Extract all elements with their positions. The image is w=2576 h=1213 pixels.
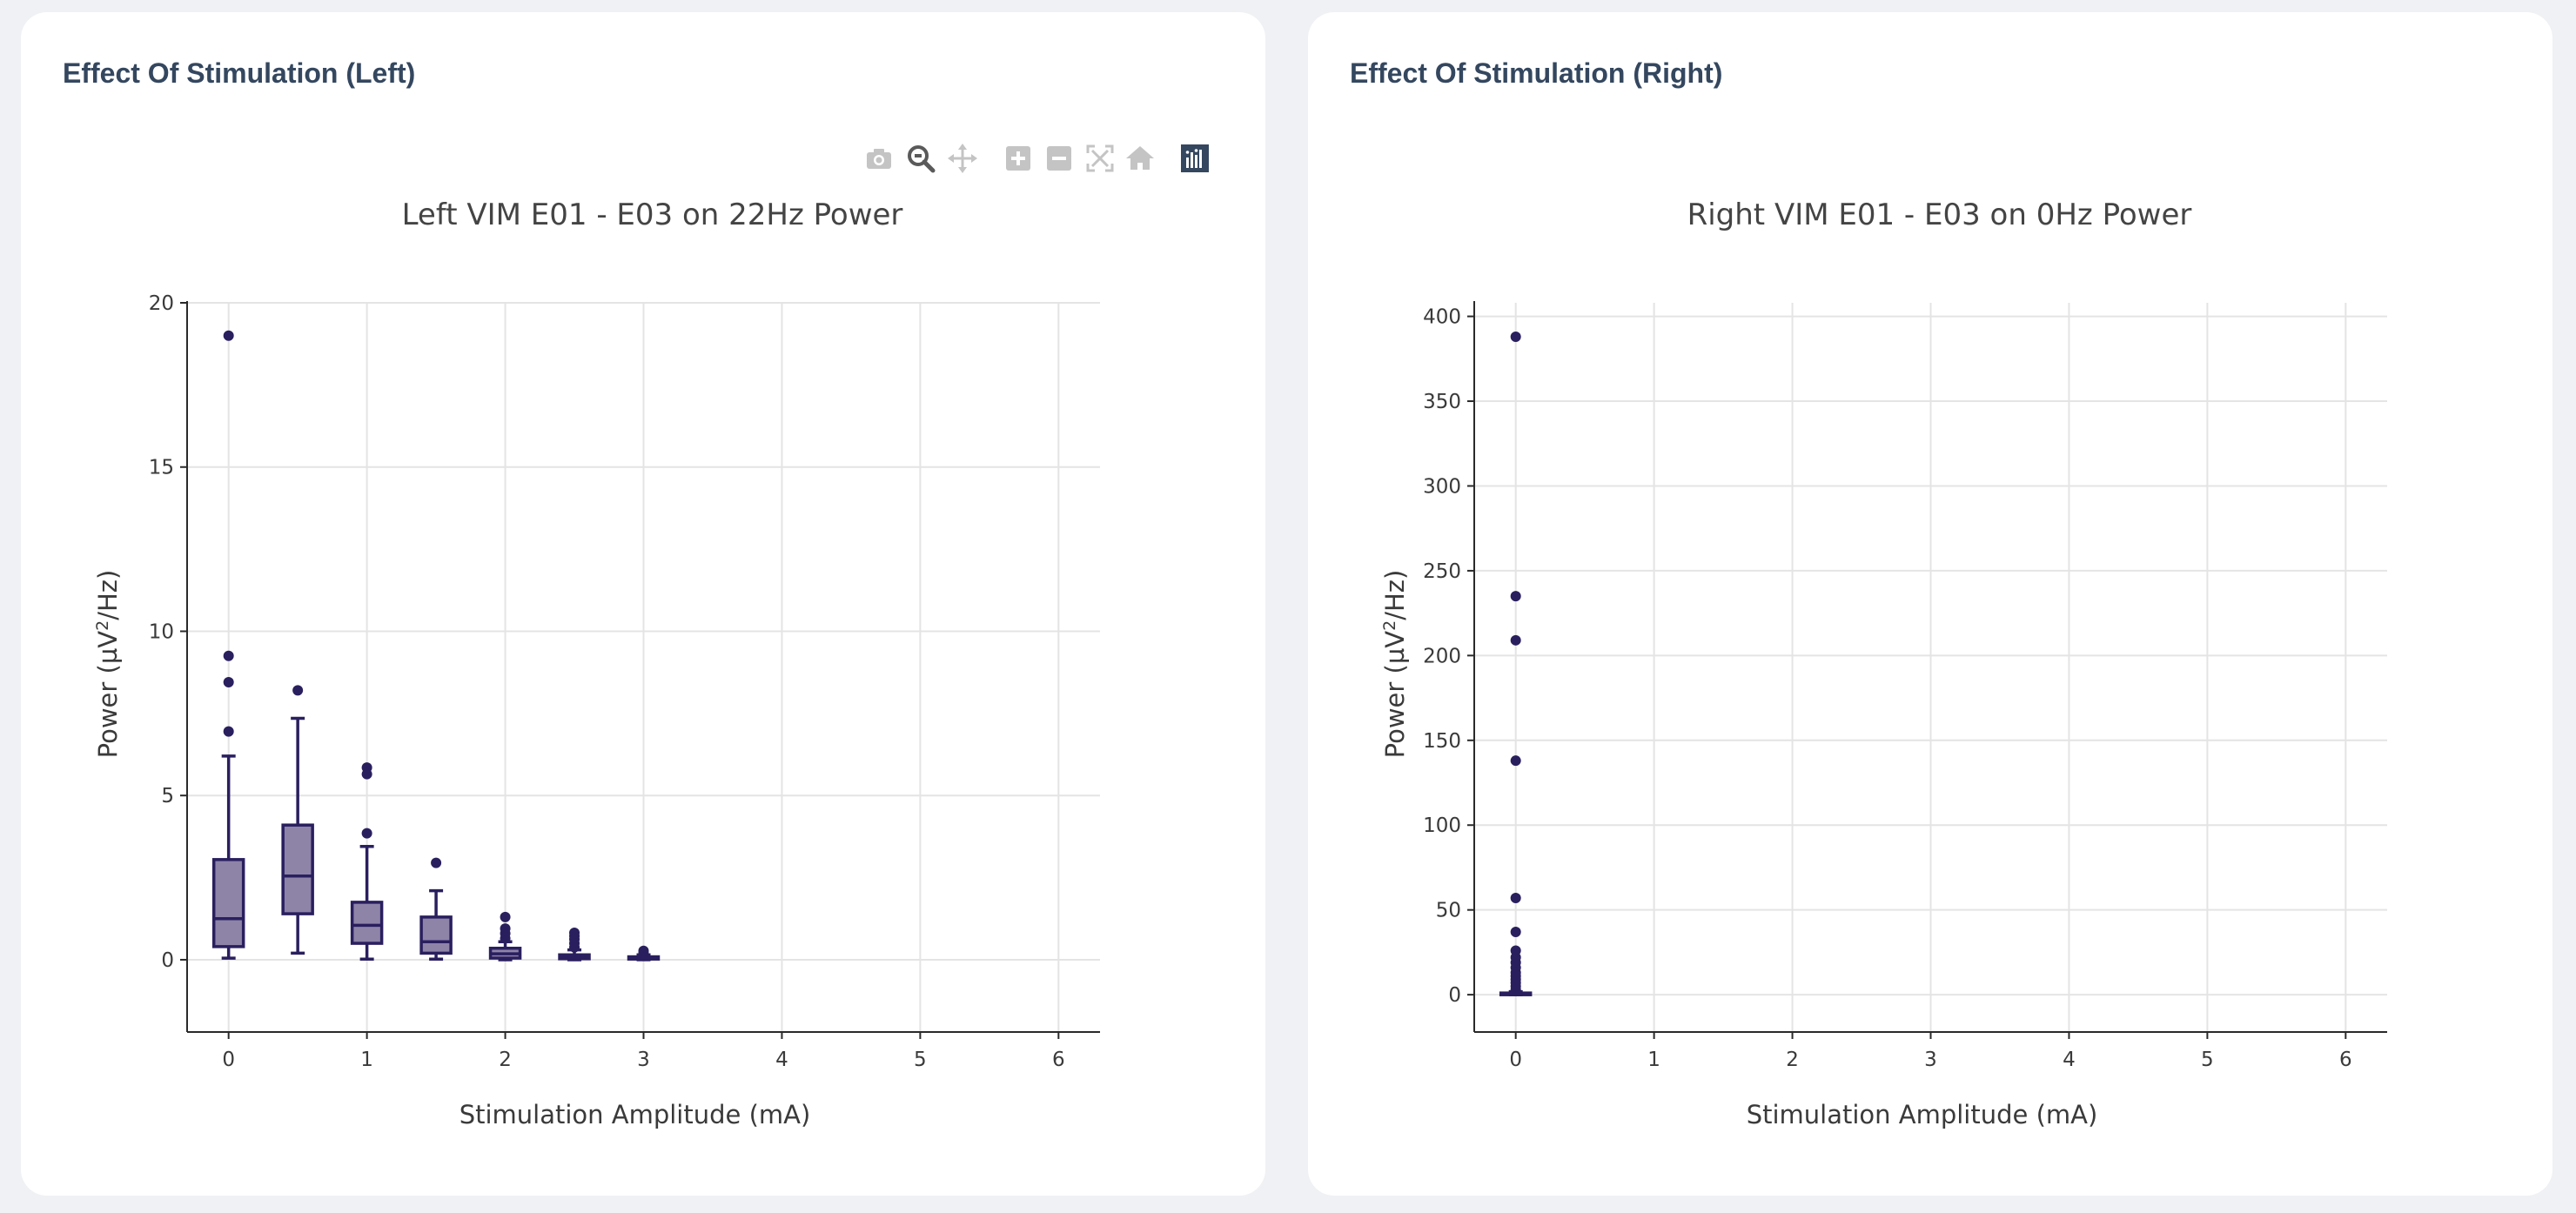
panel-title: Effect Of Stimulation (Right) bbox=[1350, 57, 1723, 89]
y-tick-label: 250 bbox=[1423, 560, 1461, 583]
outlier-point bbox=[1510, 331, 1521, 342]
outlier-point bbox=[638, 945, 649, 956]
right-box-plot[interactable]: Right VIM E01 - E03 on 0Hz Power 0 1 2 3 4 5 6 0… bbox=[1308, 12, 2553, 1196]
box-body bbox=[211, 858, 245, 948]
outlier-point bbox=[361, 762, 372, 774]
y-tick-label: 150 bbox=[1423, 730, 1461, 753]
y-tick-label: 300 bbox=[1423, 475, 1461, 498]
outlier-point bbox=[1510, 755, 1521, 767]
y-tick-label: 400 bbox=[1423, 306, 1461, 329]
y-axis-title-main: Power (µV bbox=[1380, 631, 1410, 759]
outlier-point bbox=[223, 650, 234, 661]
y-tick-label: 50 bbox=[1436, 900, 1461, 922]
y-tick-label: 0 bbox=[1448, 984, 1461, 1007]
y-axis-title-main: Power (µV bbox=[93, 631, 123, 759]
x-tick-label: 2 bbox=[499, 1049, 512, 1071]
x-tick-label: 5 bbox=[2201, 1049, 2214, 1071]
x-tick-label: 3 bbox=[637, 1049, 650, 1071]
right-panel-card: Effect Of Stimulation (Right) Right VIM … bbox=[1308, 12, 2553, 1196]
camera-icon[interactable] bbox=[862, 141, 896, 176]
x-tick-label: 4 bbox=[775, 1049, 788, 1071]
x-tick-label: 6 bbox=[2339, 1049, 2352, 1071]
outlier-point bbox=[223, 676, 234, 687]
y-axis-title-unit: /Hz) bbox=[1380, 570, 1410, 620]
zoom-icon[interactable] bbox=[903, 141, 938, 176]
outlier-point bbox=[1510, 893, 1521, 904]
zoom-in-icon[interactable] bbox=[1001, 141, 1036, 176]
chart-title: Right VIM E01 - E03 on 0Hz Power bbox=[1687, 198, 2192, 232]
x-tick-label: 0 bbox=[222, 1049, 235, 1071]
x-tick-label: 6 bbox=[1052, 1049, 1065, 1071]
x-axis-title: Stimulation Amplitude (mA) bbox=[1747, 1100, 2098, 1129]
y-axis-title-unit: /Hz) bbox=[93, 570, 123, 620]
box-trace bbox=[281, 685, 314, 955]
outlier-point bbox=[500, 911, 511, 922]
outlier-point bbox=[1510, 591, 1521, 602]
box-trace bbox=[488, 911, 522, 962]
y-tick-label: 15 bbox=[149, 457, 174, 479]
outlier-point bbox=[223, 726, 234, 737]
y-tick-label: 350 bbox=[1423, 391, 1461, 413]
y-tick-label: 20 bbox=[149, 292, 174, 315]
box-trace bbox=[211, 330, 245, 960]
box-trace bbox=[558, 928, 591, 962]
outlier-point bbox=[1510, 945, 1521, 956]
box-trace bbox=[419, 857, 453, 961]
outlier-point bbox=[361, 828, 372, 839]
outlier-point bbox=[569, 928, 580, 939]
y-tick-label: 100 bbox=[1423, 814, 1461, 837]
y-axis-title-superscript: 2 bbox=[1380, 620, 1399, 631]
outlier-point bbox=[292, 685, 304, 696]
panel-title: Effect Of Stimulation (Left) bbox=[63, 57, 416, 89]
x-axis-title: Stimulation Amplitude (mA) bbox=[460, 1100, 811, 1129]
box-body bbox=[281, 823, 314, 915]
x-tick-label: 5 bbox=[914, 1049, 927, 1071]
left-panel-card: Effect Of Stimulation (Left) Left VIM E0… bbox=[21, 12, 1265, 1196]
reset-axes-icon[interactable] bbox=[1123, 141, 1157, 176]
x-tick-label: 3 bbox=[1924, 1049, 1937, 1071]
y-axis-title-superscript: 2 bbox=[93, 620, 112, 631]
x-tick-label: 0 bbox=[1509, 1049, 1522, 1071]
y-tick-label: 200 bbox=[1423, 645, 1461, 667]
autoscale-icon[interactable] bbox=[1083, 141, 1117, 176]
x-tick-label: 2 bbox=[1786, 1049, 1799, 1071]
plotly-logo-icon[interactable] bbox=[1177, 141, 1212, 176]
x-tick-label: 4 bbox=[2063, 1049, 2076, 1071]
y-tick-label: 5 bbox=[161, 785, 174, 808]
outlier-point bbox=[1510, 927, 1521, 938]
x-tick-label: 1 bbox=[360, 1049, 373, 1071]
box-trace bbox=[350, 762, 384, 961]
outlier-point bbox=[500, 923, 511, 935]
zoom-out-icon[interactable] bbox=[1042, 141, 1077, 176]
box-trace bbox=[1499, 331, 1533, 996]
x-tick-label: 1 bbox=[1647, 1049, 1660, 1071]
y-tick-label: 10 bbox=[149, 620, 174, 643]
box-body bbox=[419, 915, 453, 955]
box-body bbox=[350, 901, 384, 945]
outlier-point bbox=[431, 857, 442, 868]
outlier-point bbox=[223, 330, 234, 341]
pan-icon[interactable] bbox=[945, 141, 980, 176]
box-trace bbox=[627, 945, 661, 962]
chart-title: Left VIM E01 - E03 on 22Hz Power bbox=[402, 198, 903, 232]
y-axis-title: Power (µV2/Hz) bbox=[93, 570, 123, 759]
left-box-plot[interactable]: Left VIM E01 - E03 on 22Hz Power 0 1 2 3 4 5 6 0… bbox=[21, 12, 1265, 1196]
outlier-point bbox=[1510, 634, 1521, 646]
y-axis-title: Power (µV2/Hz) bbox=[1380, 570, 1410, 759]
y-tick-label: 0 bbox=[161, 949, 174, 972]
